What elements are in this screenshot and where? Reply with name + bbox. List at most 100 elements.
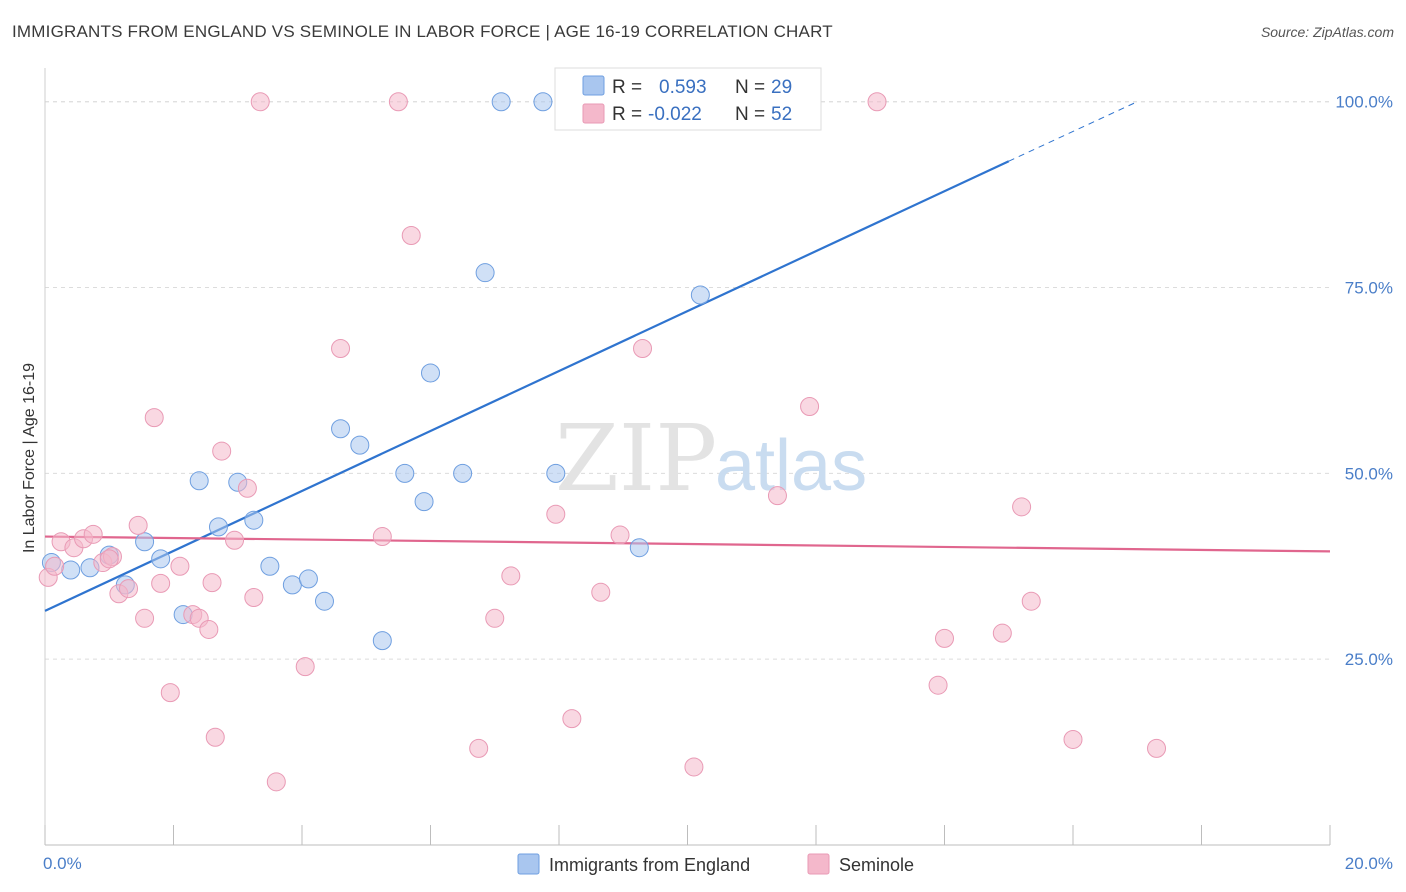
point-1-17 [199, 619, 219, 639]
point-0-1 [61, 560, 81, 580]
series-immigrants-from-england [41, 92, 710, 651]
point-0-17 [350, 435, 370, 455]
chart-title: IMMIGRANTS FROM ENGLAND VS SEMINOLE IN L… [12, 22, 833, 41]
point-1-37 [610, 525, 630, 545]
point-0-18 [372, 631, 392, 651]
point-1-23 [244, 587, 264, 607]
point-1-46 [1012, 497, 1032, 517]
watermark-atlas: atlas [715, 426, 867, 506]
point-1-36 [591, 582, 611, 602]
point-0-16 [331, 419, 351, 439]
point-1-25 [266, 772, 286, 792]
y-tick-labels: 25.0% 50.0% 75.0% 100.0% [1335, 93, 1393, 669]
point-0-8 [189, 471, 209, 491]
point-0-25 [533, 92, 553, 112]
point-0-13 [282, 575, 302, 595]
legend-n-label-england: N = [735, 77, 765, 98]
x-tick-label-0: 0.0% [43, 854, 82, 873]
x-tick-label-1: 20.0% [1345, 854, 1393, 873]
y-axis-label: In Labor Force | Age 16-19 [21, 363, 38, 553]
point-0-21 [421, 363, 440, 383]
point-1-34 [546, 504, 566, 524]
watermark-zip: ZIP [555, 405, 717, 512]
source-credit: Source: ZipAtlas.com [1260, 24, 1394, 40]
point-1-9 [128, 515, 148, 535]
point-1-13 [160, 683, 180, 703]
point-0-27 [629, 538, 649, 558]
bottom-legend-label-seminole: Seminole [839, 855, 914, 875]
point-0-19 [395, 463, 415, 483]
point-1-21 [225, 530, 245, 550]
y-tick-label-1: 50.0% [1345, 464, 1393, 483]
point-1-12 [151, 573, 171, 593]
y-tick-label-2: 75.0% [1345, 279, 1393, 298]
point-1-41 [800, 396, 820, 416]
point-1-32 [485, 608, 505, 628]
point-1-14 [170, 556, 190, 576]
point-1-27 [331, 338, 351, 358]
legend-n-value-seminole: 52 [771, 104, 792, 125]
point-0-23 [475, 263, 495, 283]
point-1-26 [295, 657, 315, 677]
point-1-44 [935, 628, 954, 648]
legend-r-label-seminole: R = [612, 104, 642, 125]
watermark: ZIP atlas [555, 405, 867, 512]
point-1-48 [1063, 729, 1083, 749]
axes [44, 68, 1331, 846]
point-0-22 [453, 463, 473, 483]
point-1-42 [867, 92, 887, 112]
point-1-22 [237, 478, 257, 498]
point-1-38 [633, 338, 653, 358]
point-1-47 [1021, 591, 1041, 611]
trend-line-extension-0 [1008, 101, 1138, 162]
legend-swatch-england [582, 75, 605, 96]
point-1-20 [212, 441, 232, 461]
point-1-31 [469, 738, 489, 758]
point-1-40 [767, 486, 787, 506]
series-seminole [38, 92, 1167, 792]
x-tick-labels: 0.0% 20.0% [43, 854, 1393, 873]
point-1-10 [135, 608, 155, 628]
legend-n-value-england: 29 [771, 77, 792, 98]
point-1-30 [401, 226, 421, 246]
point-0-9 [208, 517, 228, 537]
trend-lines [44, 101, 1331, 612]
point-0-26 [546, 463, 566, 483]
point-0-15 [314, 591, 334, 611]
bottom-legend-label-england: Immigrants from England [549, 855, 750, 875]
point-1-43 [928, 675, 948, 695]
point-1-4 [83, 524, 103, 544]
point-1-28 [372, 527, 392, 547]
point-1-19 [205, 727, 225, 747]
point-0-12 [260, 556, 280, 576]
point-0-5 [135, 532, 155, 552]
bottom-legend-swatch-england [517, 853, 540, 875]
point-0-6 [151, 549, 171, 569]
point-1-33 [501, 566, 521, 586]
trend-line-0 [44, 160, 1010, 612]
bottom-legend-swatch-seminole [807, 853, 830, 875]
point-0-14 [298, 569, 318, 589]
point-0-20 [414, 492, 434, 512]
gridlines [45, 101, 1330, 660]
point-0-28 [690, 285, 710, 305]
legend-n-label-seminole: N = [735, 104, 765, 125]
point-1-49 [1147, 738, 1167, 758]
y-tick-label-3: 100.0% [1335, 93, 1393, 112]
y-tick-label-0: 25.0% [1345, 650, 1393, 669]
point-1-50 [45, 556, 65, 576]
point-1-39 [684, 757, 704, 777]
legend-r-value-seminole: -0.022 [648, 104, 702, 125]
legend-r-value-england: 0.593 [659, 77, 707, 98]
bottom-legend: Immigrants from England Seminole [517, 853, 914, 875]
legend-swatch-seminole [582, 103, 605, 124]
point-1-29 [388, 92, 408, 112]
point-0-24 [491, 92, 511, 112]
point-1-8 [119, 579, 139, 599]
point-1-24 [250, 92, 270, 112]
point-1-51 [99, 549, 119, 569]
point-1-11 [144, 408, 164, 428]
trend-line-1 [44, 535, 1331, 553]
point-0-11 [244, 510, 264, 530]
